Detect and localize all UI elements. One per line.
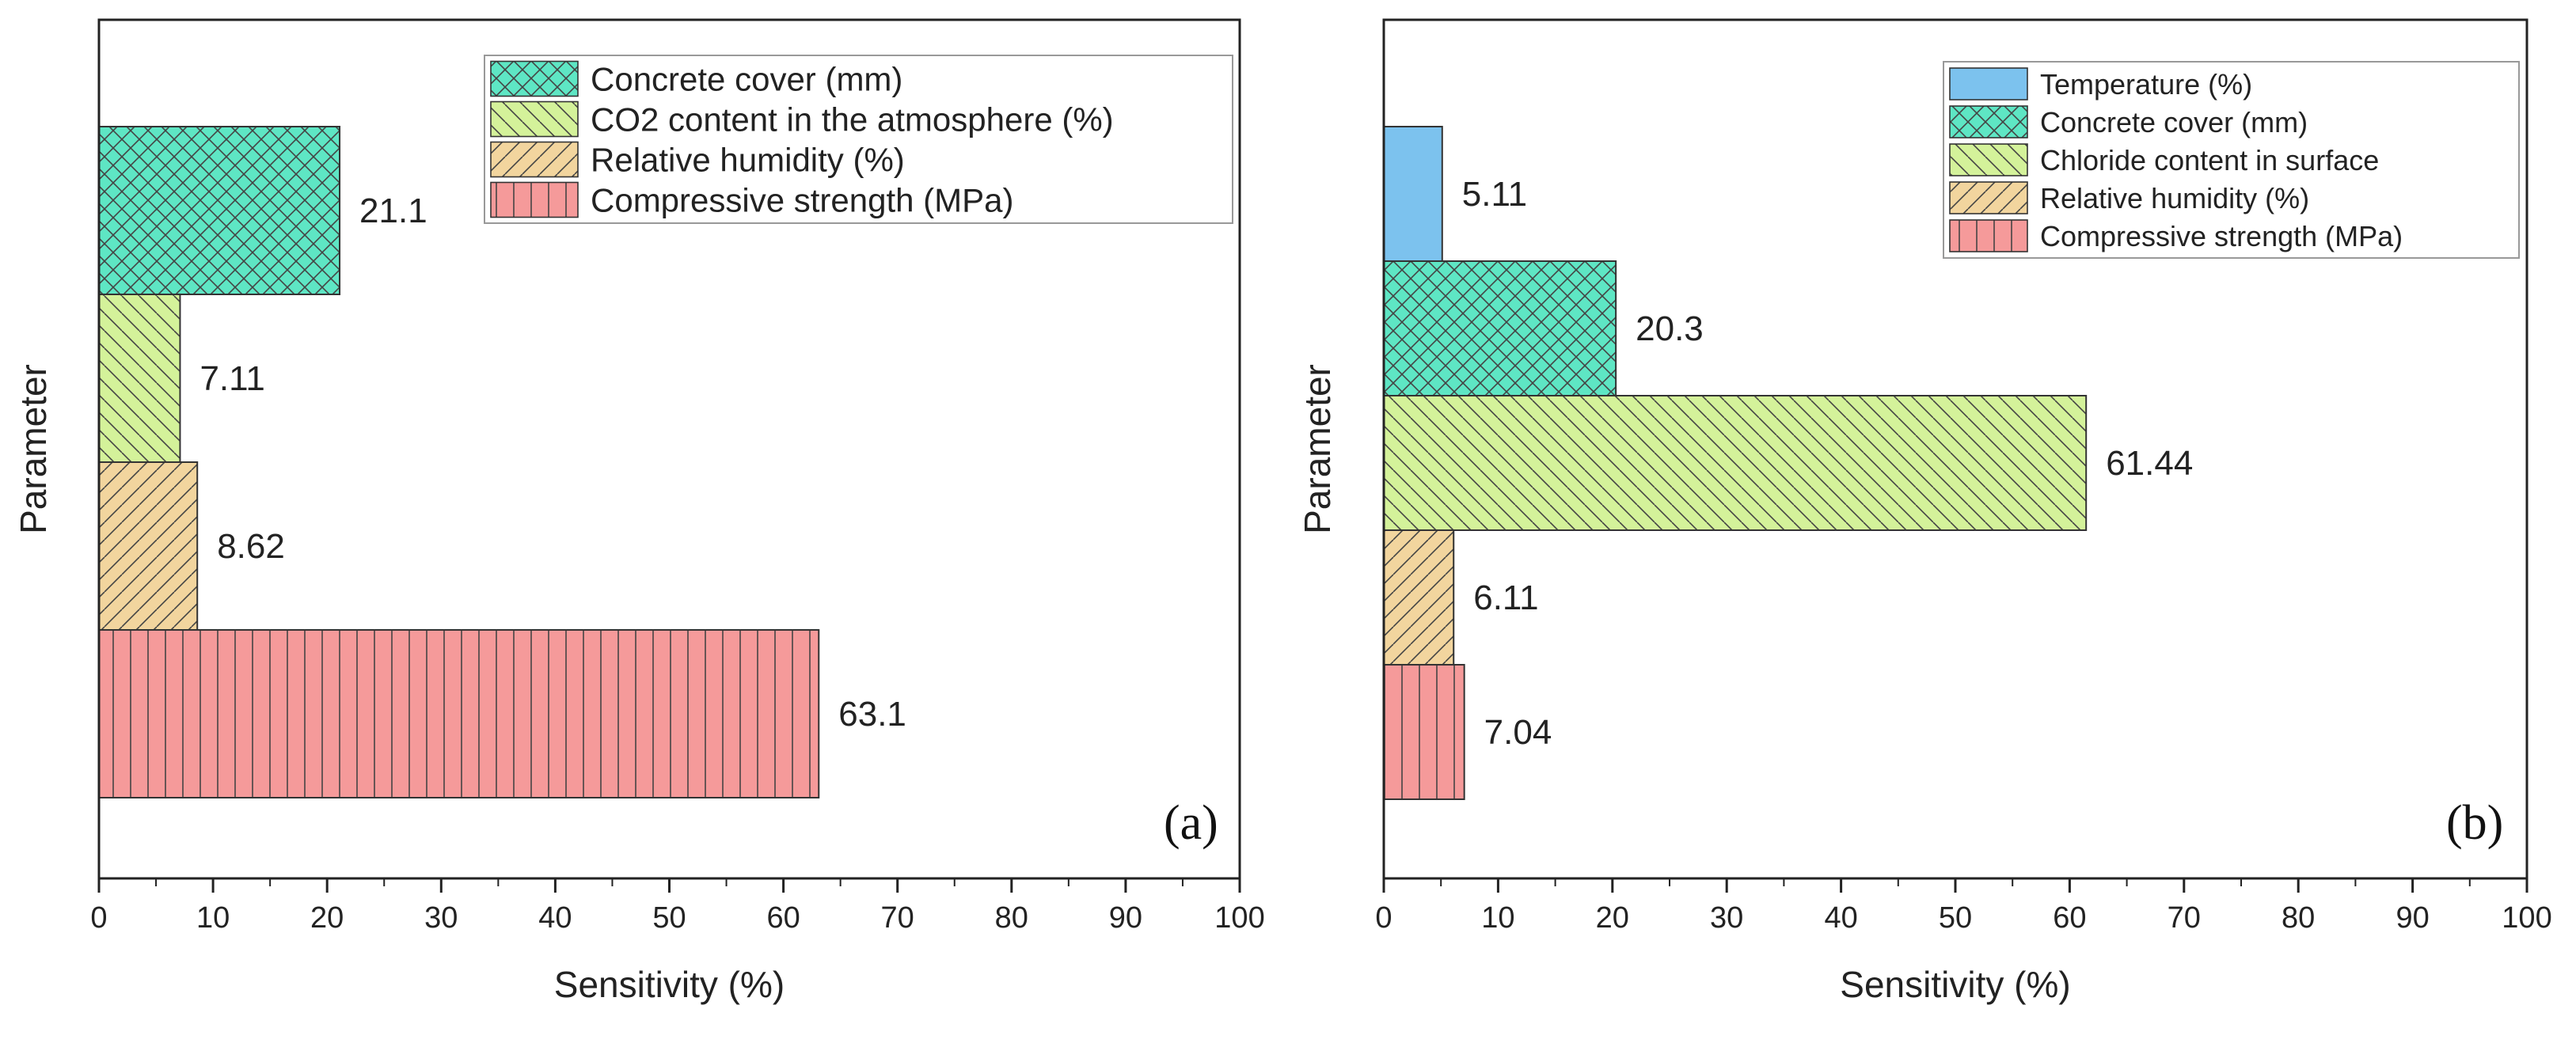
- y-axis-title: Parameter: [1297, 364, 1338, 534]
- panel-label: (b): [2446, 796, 2503, 850]
- x-tick-label: 80: [995, 901, 1028, 935]
- x-tick-label: 100: [2502, 901, 2551, 935]
- x-tick-label: 40: [1824, 901, 1857, 935]
- legend-label: Concrete cover (mm): [2040, 106, 2308, 138]
- bar-relative-humidity: [1383, 529, 1455, 666]
- bar-value-label: 20.3: [1636, 309, 1704, 348]
- legend-label: Temperature (%): [2040, 68, 2252, 101]
- legend-box: [1943, 61, 2520, 259]
- bar-value-label: 63.1: [838, 695, 906, 734]
- legend-swatch-concrete-cover-mm: [490, 60, 579, 97]
- bar-temperature: [1383, 126, 1443, 262]
- bar-relative-humidity: [98, 461, 199, 631]
- panel-label: (a): [1164, 796, 1218, 850]
- x-tick-label: 70: [2168, 901, 2201, 935]
- legend-swatch-compressive-strength-mpa: [490, 181, 579, 218]
- legend-swatch-temperature: [1949, 67, 2028, 101]
- chart-panel-a: 21.1 7.11 8.62 63.1 0 10 20 30 40 50 60 70 80 90 100 Se…: [13, 18, 1265, 1005]
- x-tick-label: 50: [652, 901, 686, 935]
- x-tick-label: 30: [424, 901, 458, 935]
- x-tick-label: 60: [766, 901, 800, 935]
- legend-swatch-relative-humidity: [490, 141, 579, 178]
- legend: Temperature (%) Concrete cover (mm) Chlori…: [1943, 61, 2520, 259]
- bar-value-label: 61.44: [2106, 444, 2193, 483]
- legend-box: [484, 55, 1233, 224]
- legend: Concrete cover (mm)CO2 content in the at…: [484, 55, 1233, 224]
- bar-compressive-strength-mpa: [1383, 664, 1465, 800]
- bar-concrete-cover-mm: [98, 126, 341, 295]
- x-tick-label: 90: [1109, 901, 1142, 935]
- legend-swatch-chloride-content-in-surface: [1949, 143, 2028, 176]
- bar-compressive-strength-mpa: [98, 629, 820, 798]
- legend-label: Compressive strength (MPa): [2040, 220, 2403, 252]
- x-tick-label: 60: [2053, 901, 2086, 935]
- x-tick-label: 70: [881, 901, 914, 935]
- legend-label: CO2 content in the atmosphere (%): [591, 101, 1114, 138]
- legend-label: Relative humidity (%): [2040, 182, 2309, 214]
- bar-value-label: 7.11: [199, 359, 264, 398]
- bar-value-label: 7.04: [1484, 713, 1552, 752]
- bar-concrete-cover-mm: [1383, 260, 1617, 396]
- bar-chloride-content-in-surface: [1383, 395, 2088, 531]
- x-tick-label: 80: [2282, 901, 2315, 935]
- legend-label: Concrete cover (mm): [591, 61, 902, 98]
- x-tick-label: 50: [1939, 901, 1972, 935]
- y-axis-title: Parameter: [13, 364, 54, 534]
- x-tick-label: 20: [1596, 901, 1629, 935]
- bar-value-label: 21.1: [359, 192, 427, 230]
- x-tick-label: 20: [310, 901, 344, 935]
- bar-value-label: 8.62: [217, 527, 285, 566]
- legend-swatch-co2-content-in-the-atmosphere: [490, 101, 579, 138]
- legend-label: Relative humidity (%): [591, 142, 905, 179]
- x-axis-title: Sensitivity (%): [1840, 964, 2070, 1005]
- x-axis-title: Sensitivity (%): [554, 964, 785, 1005]
- bar-value-label: 6.11: [1473, 578, 1538, 617]
- x-tick-label: 10: [196, 901, 230, 935]
- x-tick-label: 10: [1481, 901, 1514, 935]
- x-tick-label: 40: [538, 901, 572, 935]
- x-tick-label: 30: [1710, 901, 1743, 935]
- legend-label: Chloride content in surface: [2040, 144, 2379, 176]
- x-tick-label: 100: [1214, 901, 1264, 935]
- chart-panel-b: 5.11 20.3 61.44 6.11 7.04 0 10 20 30 40 50 60 70 80 90…: [1297, 18, 2552, 1005]
- x-tick-label: 90: [2396, 901, 2429, 935]
- legend-swatch-concrete-cover-mm: [1949, 105, 2028, 138]
- x-tick-label: 0: [90, 901, 107, 935]
- legend-label: Compressive strength (MPa): [591, 182, 1014, 219]
- bar-value-label: 5.11: [1462, 175, 1527, 214]
- legend-swatch-compressive-strength-mpa: [1949, 219, 2028, 252]
- legend-swatch-relative-humidity: [1949, 181, 2028, 214]
- x-tick-label: 0: [1375, 901, 1392, 935]
- bar-co2-content-in-the-atmosphere: [98, 294, 181, 463]
